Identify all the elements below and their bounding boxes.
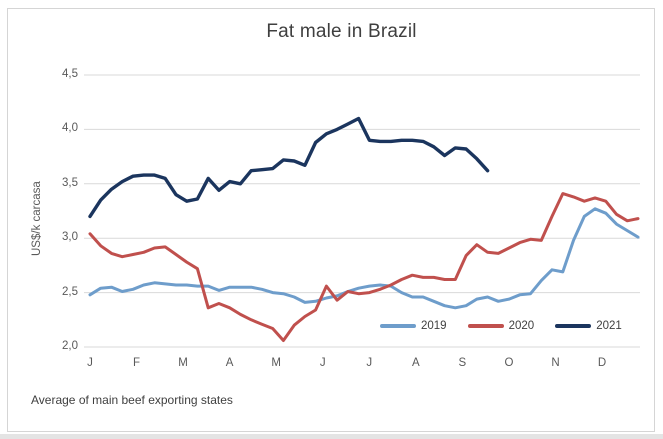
legend-swatch-2020 xyxy=(467,324,504,328)
x-tick-label: J xyxy=(87,357,93,369)
legend-swatch-2021 xyxy=(555,324,592,328)
legend: 2019 2020 2021 xyxy=(380,320,622,332)
y-tick-label: 4,0 xyxy=(62,122,78,135)
legend-label-2019: 2019 xyxy=(421,320,447,332)
x-tick-label: J xyxy=(319,357,326,369)
page-edge-strip xyxy=(0,434,663,439)
y-tick-label: 3,0 xyxy=(62,231,78,244)
chart-title: Fat male in Brazil xyxy=(266,21,417,42)
x-tick-label: O xyxy=(504,357,514,369)
legend-item-2019: 2019 xyxy=(380,320,447,332)
legend-item-2020: 2020 xyxy=(467,320,535,332)
footnote: Average of main beef exporting states xyxy=(31,393,233,407)
x-tick-label: M xyxy=(178,357,188,369)
x-tick-label: S xyxy=(458,357,467,369)
chart-card xyxy=(7,8,655,432)
x-tick-label: D xyxy=(597,357,607,369)
y-tick-label: 4,5 xyxy=(62,68,78,80)
legend-swatch-2019 xyxy=(380,324,416,328)
series-line-2020 xyxy=(88,192,640,342)
y-tick-label: 3,5 xyxy=(62,176,78,189)
x-tick-label: A xyxy=(225,357,234,369)
x-tick-label: A xyxy=(412,357,420,369)
x-tick-label: N xyxy=(551,357,560,369)
x-tick-label: J xyxy=(366,357,373,369)
legend-label-2021: 2021 xyxy=(596,320,622,332)
x-tick-label: M xyxy=(271,357,281,369)
series-line-2019 xyxy=(88,207,640,310)
legend-item-2021: 2021 xyxy=(555,320,622,332)
y-tick-label: 2,0 xyxy=(62,340,78,352)
series-line-2021 xyxy=(88,116,490,219)
gridlines xyxy=(84,74,640,348)
y-tick-label: 2,5 xyxy=(62,285,78,298)
legend-label-2020: 2020 xyxy=(508,320,535,332)
x-tick-label: F xyxy=(133,357,141,369)
y-axis-title: US$/k carcasa xyxy=(31,181,43,256)
